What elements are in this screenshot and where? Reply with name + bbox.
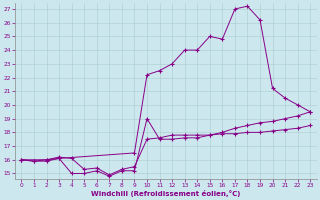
X-axis label: Windchill (Refroidissement éolien,°C): Windchill (Refroidissement éolien,°C)	[91, 190, 241, 197]
